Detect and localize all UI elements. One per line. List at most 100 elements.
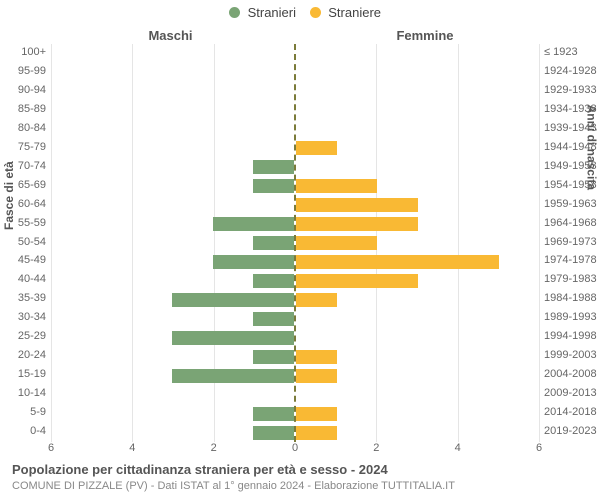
birth-year-label: 1954-1958	[544, 179, 600, 191]
bar-male	[253, 407, 294, 421]
birth-year-label: 1939-1943	[544, 122, 600, 134]
age-row: 75-791944-1948	[50, 139, 540, 158]
population-pyramid-chart: Stranieri Straniere Maschi Femmine Fasce…	[0, 0, 600, 500]
age-row: 5-92014-2018	[50, 404, 540, 423]
bar-male	[172, 331, 294, 345]
bar-female	[296, 236, 377, 250]
age-label: 5-9	[0, 406, 46, 418]
birth-year-label: 2014-2018	[544, 406, 600, 418]
age-row: 95-991924-1928	[50, 63, 540, 82]
bar-male	[172, 293, 294, 307]
bar-female	[296, 274, 418, 288]
bar-male	[253, 312, 294, 326]
bar-female	[296, 426, 337, 440]
bar-female	[296, 179, 377, 193]
birth-year-label: 1979-1983	[544, 273, 600, 285]
bar-female	[296, 407, 337, 421]
legend-swatch-female	[310, 7, 321, 18]
birth-year-label: 1989-1993	[544, 311, 600, 323]
age-label: 90-94	[0, 84, 46, 96]
age-label: 100+	[0, 46, 46, 58]
age-row: 25-291994-1998	[50, 328, 540, 347]
birth-year-label: 1974-1978	[544, 254, 600, 266]
birth-year-label: 1924-1928	[544, 65, 600, 77]
side-title-male: Maschi	[50, 28, 291, 43]
birth-year-label: 1959-1963	[544, 198, 600, 210]
birth-year-label: 2009-2013	[544, 387, 600, 399]
chart-title: Popolazione per cittadinanza straniera p…	[12, 462, 388, 477]
bar-female	[296, 350, 337, 364]
birth-year-label: 1929-1933	[544, 84, 600, 96]
age-label: 95-99	[0, 65, 46, 77]
bar-female	[296, 217, 418, 231]
age-label: 40-44	[0, 273, 46, 285]
bar-male	[253, 350, 294, 364]
age-row: 70-741949-1953	[50, 158, 540, 177]
bar-female	[296, 293, 337, 307]
birth-year-label: ≤ 1923	[544, 46, 600, 58]
age-label: 0-4	[0, 425, 46, 437]
age-label: 80-84	[0, 122, 46, 134]
legend-label-female: Straniere	[328, 5, 381, 20]
legend: Stranieri Straniere	[0, 4, 600, 20]
birth-year-label: 1969-1973	[544, 236, 600, 248]
bar-female	[296, 198, 418, 212]
age-row: 55-591964-1968	[50, 215, 540, 234]
age-row: 15-192004-2008	[50, 366, 540, 385]
age-label: 35-39	[0, 292, 46, 304]
legend-label-male: Stranieri	[248, 5, 296, 20]
age-row: 10-142009-2013	[50, 385, 540, 404]
birth-year-label: 2019-2023	[544, 425, 600, 437]
age-label: 65-69	[0, 179, 46, 191]
x-tick: 0	[292, 442, 298, 454]
age-row: 90-941929-1933	[50, 82, 540, 101]
bar-male	[253, 160, 294, 174]
age-row: 35-391984-1988	[50, 290, 540, 309]
age-label: 30-34	[0, 311, 46, 323]
bar-male	[253, 274, 294, 288]
age-label: 10-14	[0, 387, 46, 399]
x-tick: 2	[373, 442, 379, 454]
bar-male	[213, 255, 294, 269]
age-row: 20-241999-2003	[50, 347, 540, 366]
bar-male	[253, 179, 294, 193]
birth-year-label: 1994-1998	[544, 330, 600, 342]
birth-year-label: 1934-1938	[544, 103, 600, 115]
age-row: 45-491974-1978	[50, 252, 540, 271]
age-row: 85-891934-1938	[50, 101, 540, 120]
chart-subtitle: COMUNE DI PIZZALE (PV) - Dati ISTAT al 1…	[12, 480, 455, 492]
age-row: 30-341989-1993	[50, 309, 540, 328]
age-label: 45-49	[0, 254, 46, 266]
x-tick: 2	[211, 442, 217, 454]
birth-year-label: 1999-2003	[544, 349, 600, 361]
age-row: 40-441979-1983	[50, 271, 540, 290]
bar-male	[253, 426, 294, 440]
age-label: 55-59	[0, 217, 46, 229]
birth-year-label: 1949-1953	[544, 160, 600, 172]
age-row: 60-641959-1963	[50, 196, 540, 215]
age-row: 80-841939-1943	[50, 120, 540, 139]
birth-year-label: 1964-1968	[544, 217, 600, 229]
age-row: 65-691954-1958	[50, 177, 540, 196]
bar-female	[296, 255, 499, 269]
age-label: 25-29	[0, 330, 46, 342]
x-tick: 6	[536, 442, 542, 454]
age-label: 60-64	[0, 198, 46, 210]
age-row: 50-541969-1973	[50, 234, 540, 253]
x-tick: 4	[129, 442, 135, 454]
age-row: 100+≤ 1923	[50, 44, 540, 63]
age-label: 20-24	[0, 349, 46, 361]
age-label: 15-19	[0, 368, 46, 380]
bar-male	[213, 217, 294, 231]
age-label: 70-74	[0, 160, 46, 172]
age-label: 75-79	[0, 141, 46, 153]
age-label: 85-89	[0, 103, 46, 115]
x-axis: 6420246	[50, 442, 540, 458]
bar-female	[296, 141, 337, 155]
x-tick: 4	[455, 442, 461, 454]
age-row: 0-42019-2023	[50, 423, 540, 442]
bar-female	[296, 369, 337, 383]
bar-male	[172, 369, 294, 383]
legend-swatch-male	[229, 7, 240, 18]
side-title-female: Femmine	[310, 28, 540, 43]
